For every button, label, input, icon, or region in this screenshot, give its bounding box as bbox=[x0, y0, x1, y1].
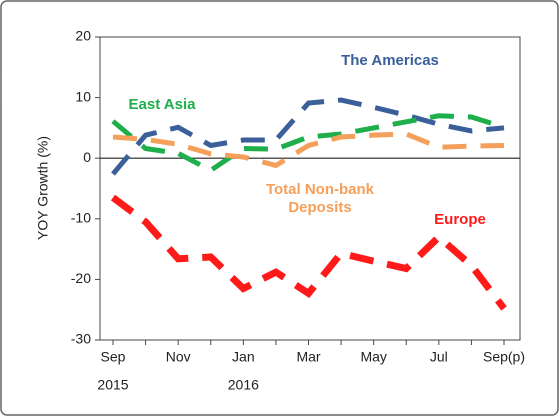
series-line bbox=[112, 131, 505, 169]
series-label: Europe bbox=[434, 211, 486, 228]
y-axis-label: YOY Growth (%) bbox=[35, 136, 51, 240]
plot-frame bbox=[99, 36, 521, 341]
series-label: East Asia bbox=[128, 96, 196, 113]
x-sublabel: 2015 bbox=[97, 377, 128, 393]
y-tick-label: -30 bbox=[71, 331, 91, 347]
x-tick-label: Nov bbox=[166, 349, 191, 365]
series-line bbox=[110, 194, 507, 311]
x-tick-label: Jan bbox=[232, 349, 255, 365]
y-tick-label: -10 bbox=[71, 210, 91, 226]
x-tick-label: Sep bbox=[101, 349, 126, 365]
series-line bbox=[111, 97, 505, 176]
y-tick-label: 0 bbox=[83, 149, 91, 165]
x-tick-label: Jul bbox=[430, 349, 448, 365]
series-label: The Americas bbox=[341, 52, 439, 69]
x-tick-label: May bbox=[360, 349, 386, 365]
y-tick-label: 10 bbox=[75, 88, 91, 104]
x-tick-label: Mar bbox=[296, 349, 320, 365]
y-tick-label: -20 bbox=[71, 270, 91, 286]
series-label: Total Non-bank Deposits bbox=[265, 181, 375, 216]
y-tick-label: 20 bbox=[75, 28, 91, 44]
x-tick-label: Sep(p) bbox=[483, 349, 525, 365]
x-sublabel: 2016 bbox=[228, 377, 259, 393]
series-line bbox=[111, 113, 505, 174]
